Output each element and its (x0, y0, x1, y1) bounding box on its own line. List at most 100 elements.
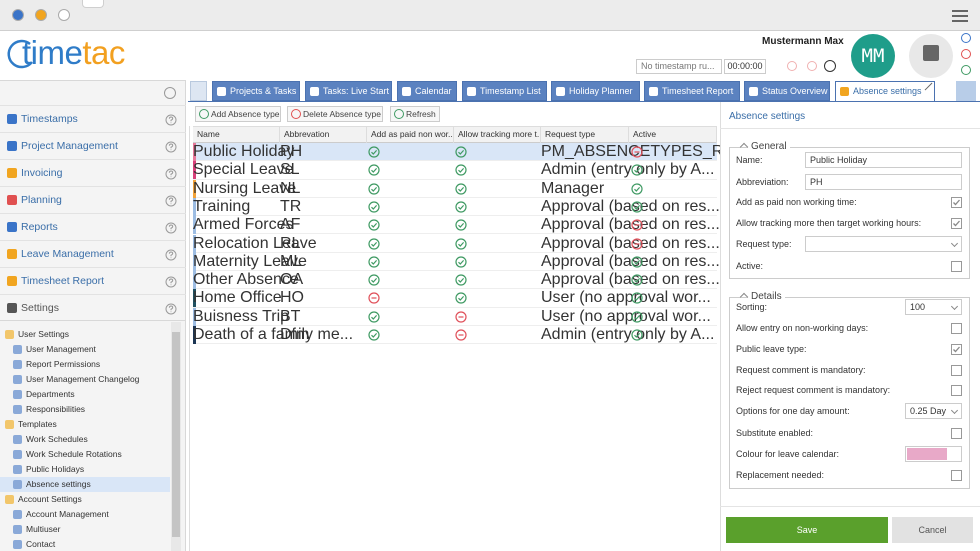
tab[interactable]: Timestamp List (462, 81, 547, 101)
tree-item[interactable]: User Management (26, 344, 96, 354)
input-number[interactable]: 100 (905, 299, 962, 315)
avatar[interactable]: MM (851, 34, 895, 78)
menu-icon (7, 114, 17, 124)
column-header[interactable]: Name (193, 126, 280, 143)
header-icon[interactable] (961, 49, 971, 59)
help-icon (165, 222, 177, 234)
tree-icon (13, 435, 22, 444)
tab-label: Status Overview (762, 86, 828, 96)
tab-icon (402, 87, 411, 96)
column-header[interactable]: Request type (541, 126, 629, 143)
icon-glyph (634, 168, 641, 174)
table-row[interactable]: Maternity Leave ML Approval (based on res.… (193, 252, 720, 272)
tree-item[interactable]: Account Management (26, 509, 109, 519)
table-row[interactable]: Home Office HO User (no approval wor... (193, 289, 717, 308)
tab[interactable]: Status Overview (744, 81, 830, 101)
column-header[interactable]: Add as paid non wor... (367, 126, 454, 143)
column-header[interactable]: Abbrevation (280, 126, 367, 143)
timer-control[interactable] (807, 61, 817, 71)
icon-ring (165, 141, 177, 153)
menu-item[interactable]: Timesheet Report (21, 275, 105, 287)
cell: SL (280, 161, 300, 179)
input-select[interactable]: 0.25 Day (905, 403, 962, 419)
icon-ring (455, 274, 467, 286)
tab[interactable]: Holiday Planner (551, 81, 640, 101)
tree-item[interactable]: User Settings (18, 329, 70, 339)
tab[interactable]: Timesheet Report (644, 81, 740, 101)
icon-ring (368, 311, 380, 323)
tip-button[interactable] (956, 81, 976, 101)
menu-icon (7, 168, 17, 178)
tree-item[interactable]: Public Holidays (26, 464, 85, 474)
tab[interactable]: Projects & Tasks (212, 81, 300, 101)
table-row[interactable]: Special Leave SL Admin (entry only by A... (193, 161, 717, 180)
field-label: Add as paid non working time: (736, 197, 857, 207)
tree-item[interactable]: Absence settings (26, 479, 91, 489)
table-row[interactable]: Public Holiday PH PM_ABSENCETYPES_RE... (193, 143, 747, 162)
field-label: Sorting: (736, 302, 768, 312)
timestamp-field[interactable]: No timestamp ru... (636, 59, 722, 74)
tree-icon (13, 480, 22, 489)
icon-ring (368, 182, 380, 195)
input-select[interactable] (805, 236, 962, 252)
menu-item[interactable]: Leave Management (21, 248, 114, 260)
menu-item[interactable]: Timestamps (21, 113, 78, 125)
tree-item[interactable]: Work Schedules (26, 434, 88, 444)
icon-ring (368, 164, 380, 176)
tab[interactable]: Tasks: Live Start (305, 81, 392, 101)
cell: Training (193, 197, 251, 215)
header-icon[interactable] (961, 33, 971, 43)
tree-item[interactable]: Account Settings (18, 494, 82, 504)
tree-item[interactable]: Report Permissions (26, 359, 101, 369)
table-row[interactable]: Training TR Approval (based on res... (193, 197, 720, 217)
tree-item[interactable]: Templates (18, 419, 57, 429)
tab[interactable]: Calendar (397, 81, 457, 101)
icon-ring (455, 256, 467, 268)
tree-item[interactable]: User Management Changelog (26, 374, 140, 384)
cell: NL (280, 179, 301, 197)
table-row[interactable]: Buisness Trip BT User (no approval wor... (193, 307, 717, 326)
cell: TR (280, 197, 302, 215)
menu-item[interactable]: Settings (21, 302, 59, 314)
timer-control[interactable] (787, 61, 797, 71)
save-button[interactable]: Save (726, 517, 888, 543)
tab-back[interactable] (190, 81, 207, 101)
table-row[interactable]: Other Absence OA Approval (based on res... (193, 271, 720, 290)
tab[interactable]: Absence settings (835, 81, 935, 101)
checkbox-box (951, 323, 962, 334)
table-row[interactable]: Death of a family me... Dfm Admin (entry o… (193, 326, 717, 345)
tree-item[interactable]: Multiuser (26, 524, 61, 534)
tree-item[interactable]: Contact (26, 539, 56, 549)
icon-ring (631, 146, 643, 158)
menu-item[interactable]: Planning (21, 194, 62, 206)
table-row[interactable]: Nursing Leave NL Manager (193, 179, 717, 198)
icon-ring (631, 292, 643, 304)
icon-glyph (371, 149, 378, 155)
menu-item[interactable]: Reports (21, 221, 58, 233)
cell: Special Leave (193, 161, 294, 179)
menu-item[interactable]: Invoicing (21, 167, 63, 179)
collapse-button[interactable] (164, 87, 176, 99)
menu-item[interactable]: Project Management (21, 140, 118, 152)
header-icon[interactable] (961, 65, 971, 75)
column-header[interactable]: Allow tracking more t... (454, 126, 541, 143)
tree-item[interactable]: Work Schedule Rotations (26, 449, 122, 459)
minus-icon (631, 146, 643, 158)
add-button[interactable]: Add Absence type (195, 106, 281, 122)
icon-glyph (168, 116, 174, 124)
tree-item[interactable]: Departments (26, 389, 75, 399)
menu-icon (7, 303, 17, 313)
icon-ring (631, 219, 643, 231)
tree-item[interactable]: Responsibilities (26, 404, 86, 414)
table-row[interactable]: Armed Forces AF Approval (based on res... (193, 216, 720, 235)
column-header[interactable]: Active (629, 126, 717, 143)
input-text[interactable]: PH (805, 174, 962, 190)
delete-button[interactable]: Delete Absence type (287, 106, 383, 122)
table-row[interactable]: Relocation Leave RL Approval (based on res… (193, 234, 720, 253)
color-picker[interactable] (905, 446, 962, 462)
input-text[interactable]: Public Holiday (805, 152, 962, 168)
help-icon (165, 303, 177, 315)
cancel-button[interactable]: Cancel (892, 517, 973, 543)
refresh-button[interactable]: Refresh (390, 106, 440, 122)
play-button[interactable] (824, 60, 836, 72)
